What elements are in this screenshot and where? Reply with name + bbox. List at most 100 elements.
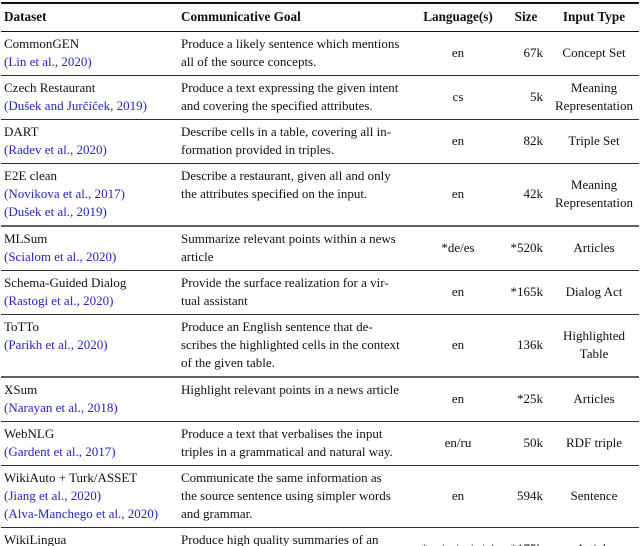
table-row: XSum (Narayan et al., 2018) Highlight re… <box>1 377 639 422</box>
communicative-goal-cell: Describe cells in a table, covering all … <box>181 124 392 157</box>
col-header-size: Size <box>514 9 538 24</box>
communicative-goal-cell: Provide the surface realization for a vi… <box>181 275 389 308</box>
dataset-name: ToTTo <box>4 319 40 334</box>
languages-cell: *en/es/ru/tr/vi <box>413 528 503 546</box>
col-header-languages: Language(s) <box>423 9 493 24</box>
citation-link[interactable]: (Rastogi et al., 2020) <box>4 293 114 308</box>
citation-link[interactable]: (Novikova et al., 2017) <box>4 186 125 201</box>
dataset-name: WikiAuto + Turk/ASSET <box>4 470 138 485</box>
dataset-citations: (Parikh et al., 2020) <box>4 336 173 354</box>
communicative-goal-cell: Communicate the same information as the … <box>181 470 391 521</box>
dataset-cell: E2E clean (Novikova et al., 2017) (Dušek … <box>1 164 173 227</box>
table-row: CommonGEN (Lin et al., 2020) Produce a l… <box>1 32 639 76</box>
dataset-citations: (Gardent et al., 2017) <box>4 443 173 461</box>
dataset-citations: (Lin et al., 2020) <box>4 53 173 71</box>
communicative-goal-cell: Produce a likely sentence which mentions… <box>181 36 400 69</box>
languages-cell: en <box>451 133 465 148</box>
input-type-cell: Highlighted Table <box>562 328 626 361</box>
input-type-cell: Article <box>549 528 639 546</box>
citation-link[interactable]: (Narayan et al., 2018) <box>4 400 118 415</box>
citation-link[interactable]: (Jiang et al., 2020) <box>4 488 102 503</box>
dataset-cell: WebNLG (Gardent et al., 2017) <box>1 422 173 466</box>
input-type-cell: Concept Set <box>562 45 626 60</box>
dataset-cell: XSum (Narayan et al., 2018) <box>1 377 173 422</box>
table-row: WikiAuto + Turk/ASSET (Jiang et al., 202… <box>1 466 639 528</box>
citation-link[interactable]: (Gardent et al., 2017) <box>4 444 116 459</box>
citation-link[interactable]: (Lin et al., 2020) <box>4 54 92 69</box>
dataset-name: MLSum <box>4 231 48 246</box>
dataset-citations: (Jiang et al., 2020) (Alva-Manchego et al… <box>4 487 173 523</box>
dataset-name: DART <box>4 124 39 139</box>
input-type-cell: Articles <box>573 240 615 255</box>
size-cell: 82k <box>523 133 544 148</box>
languages-cell: cs <box>452 89 464 104</box>
citation-link[interactable]: (Dušek et al., 2019) <box>4 204 107 219</box>
citation-link[interactable]: (Radev et al., 2020) <box>4 142 107 157</box>
table-row: Schema-Guided Dialog (Rastogi et al., 20… <box>1 271 639 315</box>
table-row: WikiLingua (Ladhak et al., 2020) Produce… <box>1 528 639 546</box>
table-row: DART (Radev et al., 2020) Describe cells… <box>1 120 639 164</box>
languages-cell: en/ru <box>444 435 472 450</box>
languages-cell: en <box>451 186 465 201</box>
size-cell: *520k <box>510 240 544 255</box>
size-cell: 50k <box>523 435 544 450</box>
col-header-input-type: Input Type <box>562 9 626 24</box>
communicative-goal-cell: Produce a text that verbalises the input… <box>181 426 393 459</box>
dataset-cell: CommonGEN (Lin et al., 2020) <box>1 32 173 76</box>
col-header-communicative-goal: Communicative Goal <box>181 9 301 24</box>
size-cell: 42k <box>523 186 544 201</box>
citation-link[interactable]: (Alva-Manchego et al., 2020) <box>4 506 159 521</box>
input-type-cell: Triple Set <box>568 133 620 148</box>
dataset-cell: Schema-Guided Dialog (Rastogi et al., 20… <box>1 271 173 315</box>
table-row: MLSum (Scialom et al., 2020) Summarize r… <box>1 226 639 271</box>
dataset-cell: MLSum (Scialom et al., 2020) <box>1 226 173 271</box>
dataset-name: Schema-Guided Dialog <box>4 275 127 290</box>
table-row: ToTTo (Parikh et al., 2020) Produce an E… <box>1 315 639 378</box>
languages-cell: en <box>451 284 465 299</box>
citation-link[interactable]: (Parikh et al., 2020) <box>4 337 108 352</box>
input-type-cell: Dialog Act <box>565 284 623 299</box>
dataset-name: CommonGEN <box>4 36 80 51</box>
dataset-name: Czech Restaurant <box>4 80 96 95</box>
size-cell: 5k <box>530 89 543 104</box>
table-row: E2E clean (Novikova et al., 2017) (Dušek … <box>1 164 639 227</box>
dataset-citations: (Rastogi et al., 2020) <box>4 292 173 310</box>
input-type-cell: Articles <box>573 391 615 406</box>
size-cell: 136k <box>517 337 543 352</box>
dataset-citations: (Novikova et al., 2017) (Dušek et al., 20… <box>4 185 173 221</box>
communicative-goal-cell: Produce an English sentence that de- scr… <box>181 319 400 370</box>
communicative-goal-cell: Describe a restaurant, given all and onl… <box>181 168 391 201</box>
languages-cell: en <box>451 337 465 352</box>
dataset-name: WikiLingua <box>4 532 67 546</box>
dataset-name: E2E clean <box>4 168 58 183</box>
input-type-cell: Meaning Representation <box>555 177 633 210</box>
dataset-citations: (Scialom et al., 2020) <box>4 248 173 266</box>
citation-link[interactable]: (Scialom et al., 2020) <box>4 249 117 264</box>
communicative-goal-cell: Highlight relevant points in a news arti… <box>181 382 400 397</box>
languages-cell: en <box>451 45 465 60</box>
dataset-cell: ToTTo (Parikh et al., 2020) <box>1 315 173 378</box>
languages-cell: *de/es <box>441 240 475 255</box>
size-cell: *175k <box>503 528 549 546</box>
col-header-dataset: Dataset <box>4 9 47 24</box>
size-cell: 594k <box>517 488 543 503</box>
dataset-name: XSum <box>4 382 38 397</box>
table-header-row: Dataset Communicative Goal Language(s) S… <box>1 3 639 32</box>
communicative-goal-cell: Produce a text expressing the given inte… <box>181 80 399 113</box>
communicative-goal-cell: Produce high quality summaries of an ins… <box>181 532 379 546</box>
dataset-citations: (Radev et al., 2020) <box>4 141 173 159</box>
size-cell: 67k <box>523 45 544 60</box>
dataset-citations: (Narayan et al., 2018) <box>4 399 173 417</box>
input-type-cell: Meaning Representation <box>555 80 633 113</box>
dataset-citations: (Dušek and Jurčíček, 2019) <box>4 97 173 115</box>
languages-cell: en <box>451 488 465 503</box>
input-type-cell: Sentence <box>570 488 618 503</box>
languages-cell: en <box>451 391 465 406</box>
dataset-cell: Czech Restaurant (Dušek and Jurčíček, 20… <box>1 76 173 120</box>
dataset-cell: WikiLingua (Ladhak et al., 2020) <box>1 528 173 546</box>
dataset-name: WebNLG <box>4 426 55 441</box>
communicative-goal-cell: Summarize relevant points within a news … <box>181 231 396 264</box>
citation-link[interactable]: (Dušek and Jurčíček, 2019) <box>4 98 147 113</box>
